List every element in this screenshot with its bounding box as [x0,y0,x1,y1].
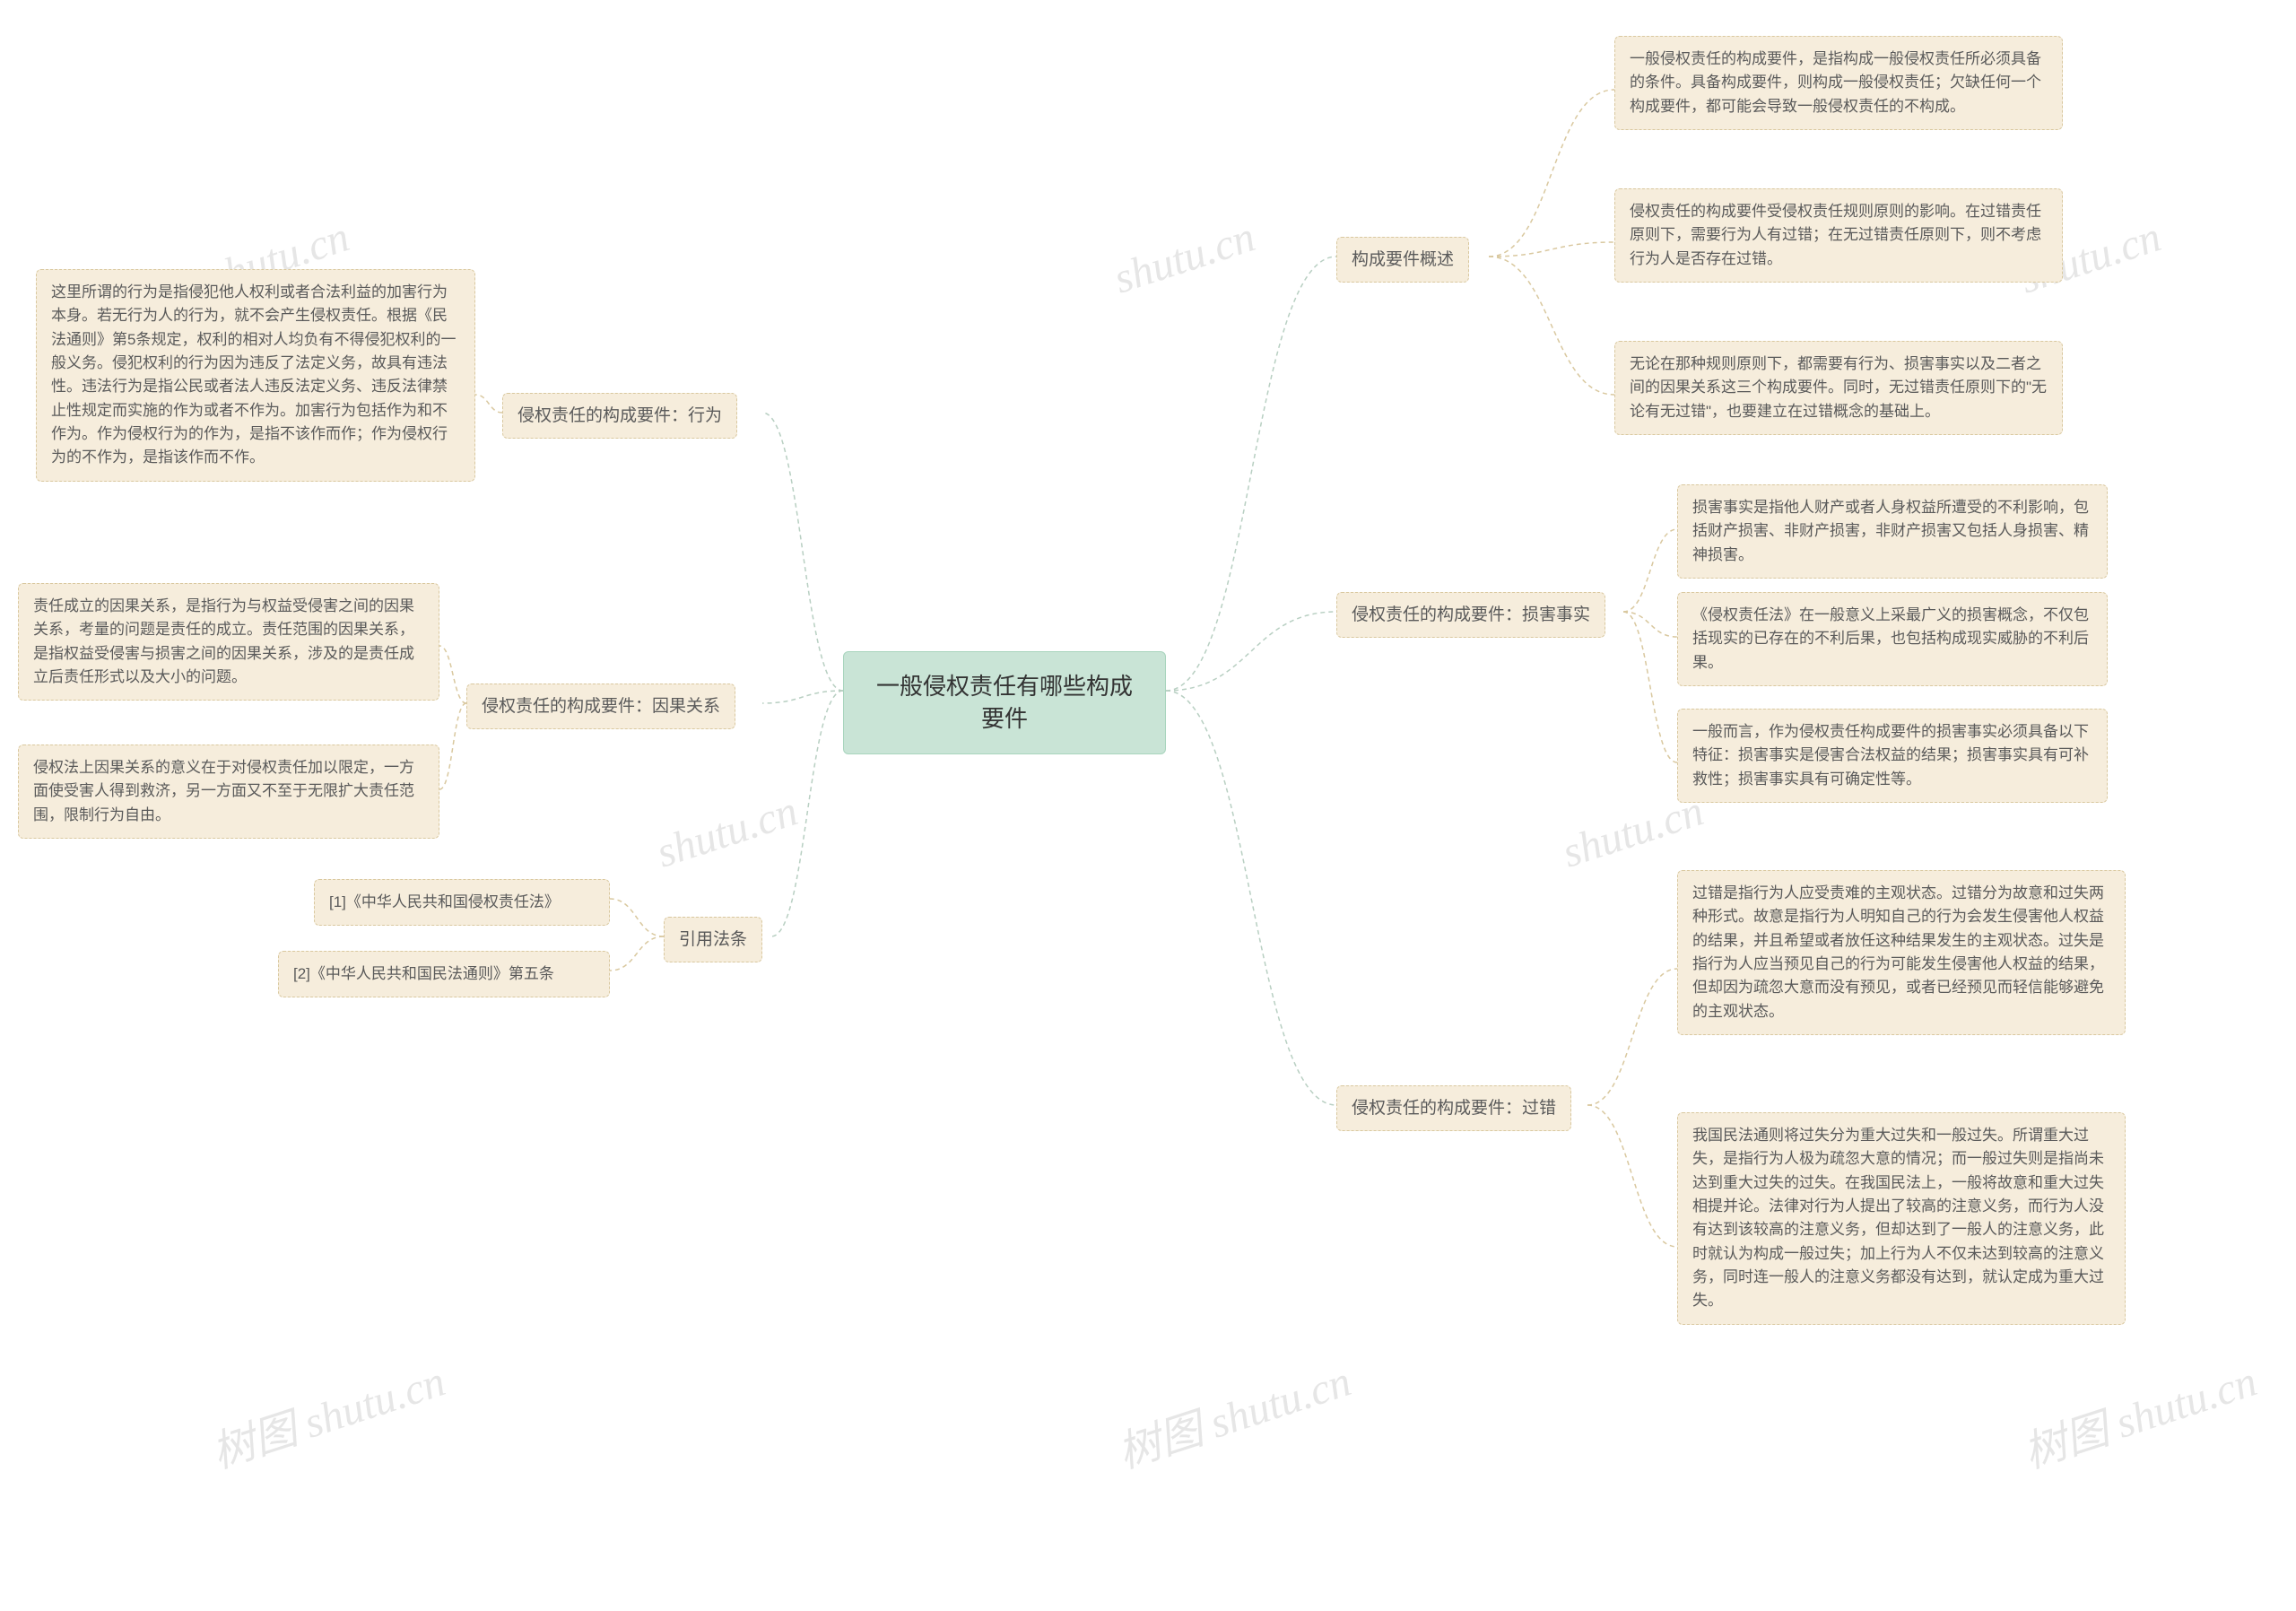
watermark-text: shutu.cn [650,786,803,877]
branch-r3[interactable]: 侵权责任的构成要件：过错 [1336,1085,1571,1131]
center-topic[interactable]: 一般侵权责任有哪些构成 要件 [843,651,1166,754]
branch-l1[interactable]: 侵权责任的构成要件：行为 [502,393,737,439]
leaf-r1-0: 一般侵权责任的构成要件，是指构成一般侵权责任所必须具备的条件。具备构成要件，则构… [1614,36,2063,130]
leaf-r2-1: 《侵权责任法》在一般意义上采最广义的损害概念，不仅包括现实的已存在的不利后果，也… [1677,592,2108,686]
leaf-r3-1: 我国民法通则将过失分为重大过失和一般过失。所谓重大过失，是指行为人极为疏忽大意的… [1677,1112,2126,1325]
leaf-l2-0: 责任成立的因果关系，是指行为与权益受侵害之间的因果关系，考量的问题是责任的成立。… [18,583,439,701]
leaf-r2-0: 损害事实是指他人财产或者人身权益所遭受的不利影响，包括财产损害、非财产损害，非财… [1677,484,2108,579]
branch-l3[interactable]: 引用法条 [664,917,762,962]
leaf-l1-0: 这里所谓的行为是指侵犯他人权利或者合法利益的加害行为本身。若无行为人的行为，就不… [36,269,475,482]
leaf-r1-1: 侵权责任的构成要件受侵权责任规则原则的影响。在过错责任原则下，需要行为人有过错；… [1614,188,2063,283]
branch-r1[interactable]: 构成要件概述 [1336,237,1469,283]
branch-l2[interactable]: 侵权责任的构成要件：因果关系 [466,684,735,729]
leaf-l3-1: [2]《中华人民共和国民法通则》第五条 [278,951,610,997]
leaf-l2-1: 侵权法上因果关系的意义在于对侵权责任加以限定，一方面使受害人得到救济，另一方面又… [18,745,439,839]
mindmap-canvas: shutu.cnshutu.cnshutu.cnshutu.cnshutu.cn… [0,0,2296,1611]
watermark-text: 树图 shutu.cn [203,1345,452,1480]
watermark-text: shutu.cn [1108,212,1260,303]
leaf-r2-2: 一般而言，作为侵权责任构成要件的损害事实必须具备以下特征：损害事实是侵害合法权益… [1677,709,2108,803]
leaf-r1-2: 无论在那种规则原则下，都需要有行为、损害事实以及二者之间的因果关系这三个构成要件… [1614,341,2063,435]
leaf-l3-0: [1]《中华人民共和国侵权责任法》 [314,879,610,926]
watermark-text: 树图 shutu.cn [1109,1345,1358,1480]
leaf-r3-0: 过错是指行为人应受责难的主观状态。过错分为故意和过失两种形式。故意是指行为人明知… [1677,870,2126,1035]
branch-r2[interactable]: 侵权责任的构成要件：损害事实 [1336,592,1605,638]
watermark-text: 树图 shutu.cn [2014,1345,2264,1480]
